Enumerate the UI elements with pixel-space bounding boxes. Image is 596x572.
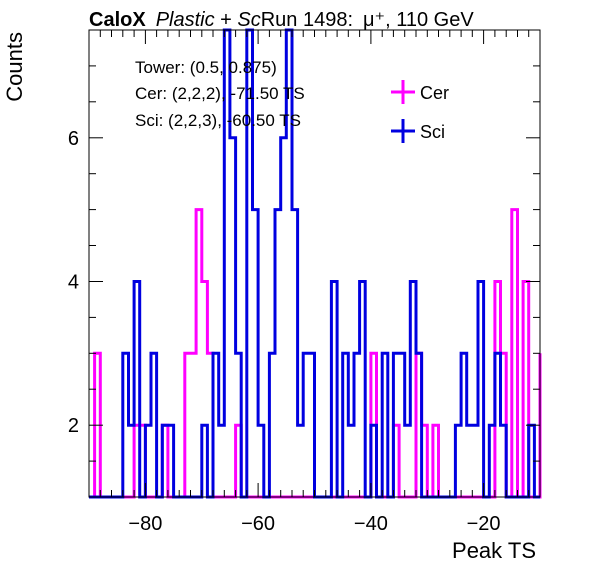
annotation-tower: Tower: (0.5, 0.875) xyxy=(135,58,277,77)
title-run: Run 1498: xyxy=(261,9,353,31)
title-particle: μ⁺, 110 GeV xyxy=(363,9,474,31)
y-tick-label: 6 xyxy=(68,128,79,150)
title-material-b: Sc xyxy=(237,9,260,31)
y-tick-label: 4 xyxy=(68,272,79,294)
legend-label-cer: Cer xyxy=(420,83,449,103)
legend: Cer Sci xyxy=(391,80,449,143)
x-tick-label: −80 xyxy=(128,513,162,535)
annotation-sci: Sci: (2,2,3), -60.50 TS xyxy=(135,111,301,130)
x-tick-label: −60 xyxy=(241,513,275,535)
ticks-layer: −80 −60 −40 −20 2 4 6 xyxy=(68,30,541,535)
x-tick-label: −20 xyxy=(467,513,501,535)
legend-label-sci: Sci xyxy=(420,122,445,142)
legend-marker-cer xyxy=(391,80,415,104)
y-axis-label: Counts xyxy=(2,32,27,102)
title-plus: + xyxy=(215,9,238,31)
chart-title: CaloX Plastic + ScRun 1498: μ⁺, 110 GeV xyxy=(89,9,474,31)
title-experiment: CaloX xyxy=(89,9,146,31)
x-tick-label: −40 xyxy=(354,513,388,535)
x-axis-label: Peak TS xyxy=(452,538,536,563)
legend-marker-sci xyxy=(391,119,415,143)
annotation-cer: Cer: (2,2,2), -71.50 TS xyxy=(135,84,305,103)
title-material-a: Plastic xyxy=(156,9,215,31)
y-tick-label: 2 xyxy=(68,415,79,437)
